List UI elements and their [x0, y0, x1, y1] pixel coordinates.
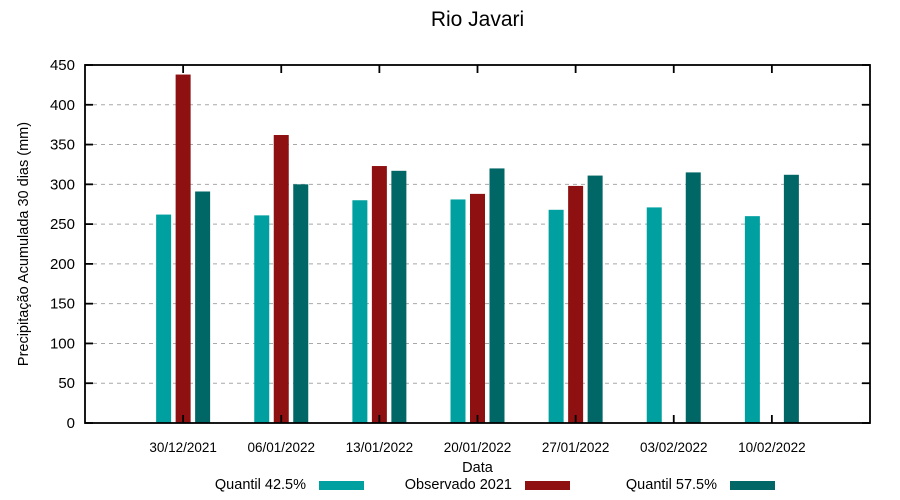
x-tick-label: 27/01/2022 — [542, 440, 610, 455]
bar-quantil-42-5 — [254, 215, 270, 423]
legend-item: Quantil 57.5% — [626, 477, 775, 493]
x-tick-label: 30/12/2021 — [149, 440, 217, 455]
y-tick-label: 450 — [50, 57, 75, 74]
bar-observado-2021 — [568, 185, 584, 423]
legend-swatch — [730, 480, 775, 490]
y-tick-label: 250 — [50, 216, 75, 233]
y-tick-label: 150 — [50, 296, 75, 313]
legend-item: Quantil 42.5% — [215, 477, 364, 493]
bar-quantil-57-5 — [783, 174, 799, 423]
y-tick-label: 0 — [67, 415, 75, 432]
bar-quantil-57-5 — [293, 184, 309, 423]
legend-label: Quantil 42.5% — [214, 477, 306, 493]
bar-quantil-42-5 — [450, 199, 466, 423]
x-tick-label: 13/01/2022 — [346, 440, 414, 455]
bar-observado-2021 — [470, 193, 485, 423]
y-tick-label: 400 — [50, 97, 75, 114]
bar-quantil-57-5 — [391, 170, 407, 423]
y-tick-label: 100 — [50, 335, 75, 352]
y-tick-label: 300 — [50, 176, 75, 193]
y-tick-label: 50 — [58, 375, 75, 392]
legend-label: Observado 2021 — [404, 477, 512, 493]
chart-title: Rio Javari — [430, 8, 525, 31]
bar-quantil-42-5 — [352, 200, 368, 423]
x-tick-label: 03/02/2022 — [640, 440, 708, 455]
x-axis-label: Data — [462, 460, 493, 476]
bar-quantil-57-5 — [587, 175, 603, 423]
bar-quantil-57-5 — [685, 172, 701, 423]
legend-swatch — [525, 480, 570, 490]
bar-observado-2021 — [371, 166, 387, 423]
x-tick-label: 10/02/2022 — [738, 440, 806, 455]
y-tick-label: 350 — [50, 137, 75, 154]
bar-quantil-42-5 — [548, 209, 564, 423]
bar-quantil-42-5 — [156, 214, 172, 423]
legend-item: Observado 2021 — [405, 477, 570, 493]
x-tick-label: 06/01/2022 — [247, 440, 315, 455]
bar-quantil-42-5 — [744, 216, 760, 423]
x-tick-label: 20/01/2022 — [444, 440, 512, 455]
legend-swatch — [319, 480, 364, 490]
bar-observado-2021 — [175, 74, 191, 424]
bar-quantil-57-5 — [489, 168, 505, 423]
bar-observado-2021 — [273, 135, 289, 423]
y-tick-label: 200 — [50, 256, 75, 273]
bar-quantil-57-5 — [195, 191, 211, 423]
bar-quantil-42-5 — [646, 207, 662, 423]
legend-label: Quantil 57.5% — [625, 477, 717, 493]
